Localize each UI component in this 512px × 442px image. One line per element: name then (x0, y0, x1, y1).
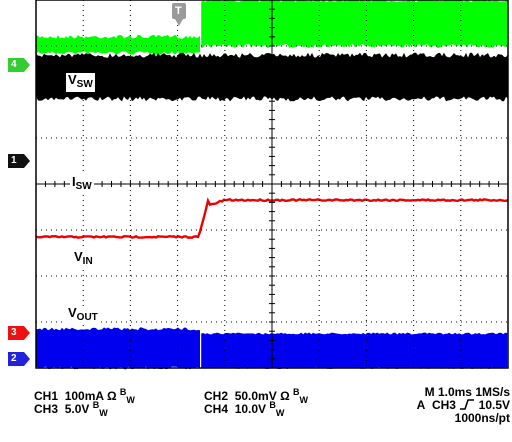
vin-label: VIN (72, 249, 95, 269)
ch3-marker[interactable]: 3 (8, 326, 30, 340)
screen-frame (35, 0, 509, 369)
vout-trace-pre (36, 327, 200, 370)
ch4-readout: CH4 10.0V BW (204, 400, 285, 418)
trigger-readout: A CH3 10.5V (416, 398, 510, 412)
vout-trace-post (201, 332, 508, 369)
ch1-readout: CH1 100mA Ω BW (34, 387, 135, 405)
scope-readout: CH1 100mA Ω BW CH3 5.0V BW CH2 50.0mV Ω … (34, 370, 510, 440)
ch2-marker[interactable]: 2 (8, 352, 30, 366)
rising-edge-icon (460, 399, 475, 410)
timebase-readout: M 1.0ms 1MS/s (424, 385, 510, 399)
ch1-marker[interactable]: 1 (8, 154, 30, 168)
vout-label: VOUT (66, 305, 100, 325)
vsw-trace-post (201, 0, 508, 48)
ch4-marker[interactable]: 4 (8, 58, 30, 72)
vsw-trace-pre (36, 34, 200, 55)
ch2-readout: CH2 50.0mV Ω BW (204, 387, 309, 405)
ch3-readout: CH3 5.0V BW (34, 400, 108, 418)
isw-label: ISW (70, 174, 94, 194)
vsw-label: VSW (66, 72, 95, 92)
resolution-readout: 1000ns/pt (454, 411, 510, 425)
trigger-marker-icon[interactable]: T (172, 3, 186, 27)
